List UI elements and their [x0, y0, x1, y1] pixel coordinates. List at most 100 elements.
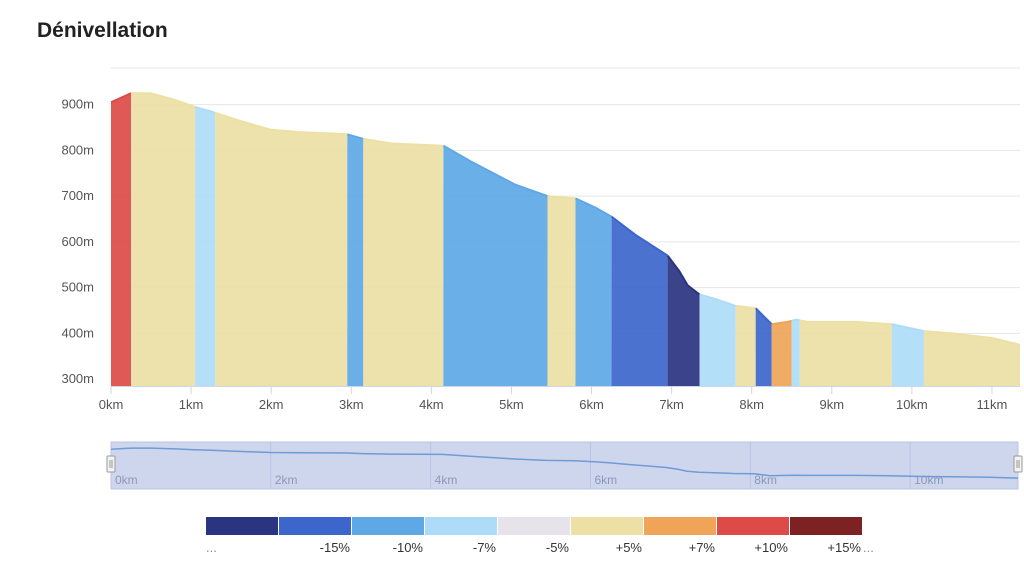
- x-axis: 0km 1km 2km 3km 4km 5km 6km 7km 8km 9km 10km 11km: [99, 386, 1020, 412]
- navigator-tick-label: 2km: [275, 473, 298, 487]
- navigator-mask[interactable]: [110, 441, 1019, 490]
- segment-outline: [575, 197, 613, 218]
- navigator-tick-label: 6km: [594, 473, 617, 487]
- legend-swatch: [498, 517, 570, 535]
- y-tick-label: 900m: [61, 97, 94, 112]
- x-tick-label: 4km: [419, 397, 444, 412]
- x-tick-label: 2km: [259, 397, 284, 412]
- gradient-segments: [110, 92, 1021, 387]
- segment-outline: [347, 133, 364, 140]
- gradient-segment: [791, 319, 800, 386]
- y-axis: 300m 400m 500m 600m 700m 800m 900m: [61, 97, 94, 387]
- segment-outline: [771, 319, 792, 326]
- segment-outline: [666, 255, 701, 296]
- legend-swatch: [790, 517, 862, 535]
- segment-outline: [547, 195, 576, 200]
- x-tick-label: 10km: [896, 397, 928, 412]
- legend-item: +7%: [644, 517, 717, 556]
- legend-swatch: [279, 517, 351, 535]
- legend-swatch: [206, 517, 278, 535]
- navigator-handle-right[interactable]: [1013, 455, 1023, 473]
- legend-label: ...: [206, 540, 217, 555]
- legend-swatch: [717, 517, 789, 535]
- legend-item: -7%: [425, 517, 498, 556]
- chart-title: Dénivellation: [37, 19, 168, 42]
- x-tick-label: 11km: [977, 397, 1008, 412]
- gradient-segment: [347, 134, 364, 386]
- segment-outline: [699, 293, 737, 307]
- x-tick-label: 5km: [499, 397, 524, 412]
- y-tick-label: 700m: [61, 188, 94, 203]
- gradient-segment: [215, 112, 348, 387]
- legend-label: -7%: [472, 540, 496, 555]
- legend-item: -5%: [498, 517, 571, 556]
- legend-label: +15%: [827, 540, 861, 555]
- gradient-segment: [575, 198, 612, 386]
- legend-item: ...: [863, 517, 936, 556]
- y-tick-label: 300m: [61, 371, 94, 386]
- y-tick-label: 800m: [61, 142, 94, 157]
- legend-item: -15%: [279, 517, 352, 556]
- gradient-segment: [131, 93, 196, 386]
- gradient-segment: [195, 106, 216, 387]
- legend-item: +15%: [790, 517, 863, 556]
- legend-label: ...: [863, 540, 874, 555]
- gradient-segment: [891, 324, 924, 386]
- x-tick-label: 3km: [339, 397, 364, 412]
- gradient-segment: [799, 320, 892, 386]
- navigator-tick-label: 4km: [435, 473, 458, 487]
- segment-outline: [442, 144, 548, 198]
- segment-outline: [131, 92, 196, 108]
- y-tick-label: 400m: [61, 325, 94, 340]
- gradient-segment: [443, 145, 548, 386]
- gradient-segment: [923, 331, 1020, 386]
- legend-swatch: [571, 517, 643, 535]
- x-tick-label: 7km: [659, 397, 684, 412]
- navigator-tick-label: 8km: [754, 473, 777, 487]
- legend-label: -15%: [319, 540, 350, 555]
- navigator-tick-label: 0km: [115, 473, 138, 487]
- x-tick-label: 1km: [179, 397, 204, 412]
- gradient-segment: [735, 305, 756, 386]
- gradient-segment: [363, 138, 444, 386]
- gradient-segment: [111, 93, 132, 386]
- segment-outline: [110, 92, 132, 104]
- legend-label: +7%: [688, 540, 715, 555]
- segment-outline: [363, 137, 444, 147]
- segment-outline: [214, 111, 348, 136]
- x-tick-label: 8km: [739, 397, 764, 412]
- gradient-segment: [667, 255, 700, 386]
- legend-item: +5%: [571, 517, 644, 556]
- legend-item: +10%: [717, 517, 790, 556]
- gradient-segment: [699, 294, 736, 386]
- y-tick-label: 600m: [61, 234, 94, 249]
- segment-outline: [923, 330, 1021, 346]
- segment-outline: [194, 105, 216, 114]
- gradient-legend: ... -15% -10% -7% -5% +5% +7% +10% +15%...: [206, 517, 936, 556]
- gradient-segment: [771, 320, 792, 386]
- legend-label: +5%: [615, 540, 642, 555]
- x-tick-label: 9km: [820, 397, 845, 412]
- navigator-handle-left[interactable]: [106, 455, 116, 473]
- range-navigator[interactable]: 0km 2km 4km 6km 8km 10km: [106, 441, 1023, 490]
- legend-swatch: [352, 517, 424, 535]
- navigator-series-line: [110, 447, 1019, 479]
- x-tick-label: 6km: [579, 397, 604, 412]
- legend-item: ...: [206, 517, 279, 556]
- segment-outline: [735, 304, 756, 310]
- x-tick-label: 0km: [99, 397, 124, 412]
- gradient-segment: [547, 196, 576, 386]
- legend-label: +10%: [754, 540, 788, 555]
- legend-item: -10%: [352, 517, 425, 556]
- gradient-segment: [755, 308, 772, 386]
- navigator-tick-label: 10km: [914, 473, 943, 487]
- y-tick-label: 500m: [61, 280, 94, 295]
- segment-outline: [891, 323, 925, 333]
- gradient-segment: [611, 216, 668, 386]
- segment-outline: [799, 319, 892, 326]
- legend-label: -5%: [545, 540, 569, 555]
- legend-swatch: [644, 517, 716, 535]
- legend-swatch: [425, 517, 497, 535]
- legend-label: -10%: [392, 540, 423, 555]
